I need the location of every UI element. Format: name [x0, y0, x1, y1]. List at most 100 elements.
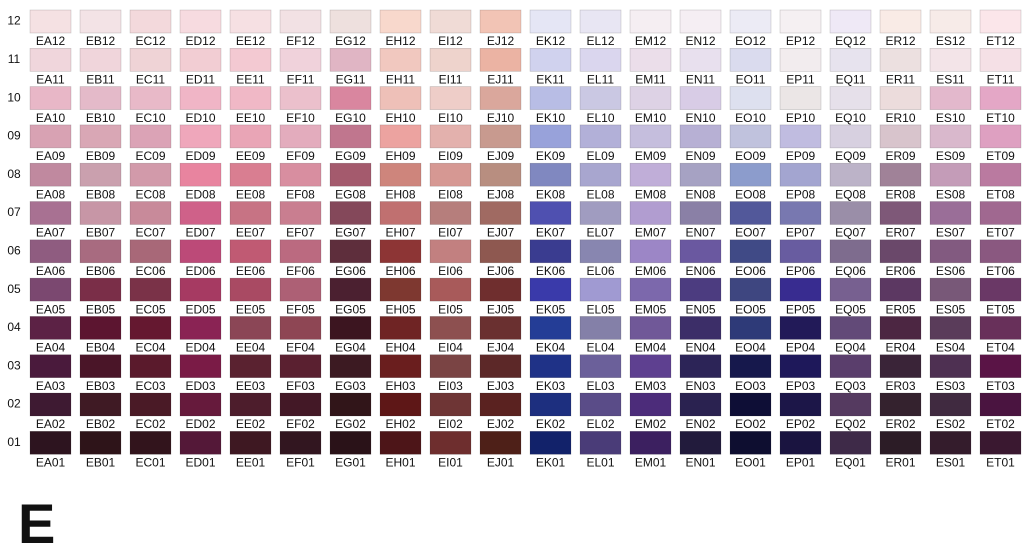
swatch-label: ET11: [987, 72, 1015, 86]
swatch-label: EI06: [438, 264, 463, 278]
swatch: [179, 277, 222, 302]
swatch-label: EH10: [385, 111, 415, 125]
swatch: [729, 124, 772, 149]
swatch-label: ES10: [936, 111, 966, 125]
swatch-label: EB09: [86, 149, 116, 163]
swatch-label: EH04: [385, 341, 415, 355]
swatch-label: EJ01: [487, 455, 515, 469]
swatch: [779, 9, 822, 34]
swatch-label: EE07: [236, 226, 266, 240]
row-label: 08: [7, 167, 21, 181]
swatch-label: EE01: [236, 455, 266, 469]
swatch: [979, 9, 1022, 34]
swatch-label: EA04: [36, 341, 66, 355]
swatch-label: ED07: [185, 226, 215, 240]
swatch: [29, 9, 72, 34]
swatch-label: EF01: [286, 455, 315, 469]
swatch: [629, 354, 672, 379]
swatch: [429, 47, 472, 72]
swatch: [229, 392, 272, 417]
swatch: [829, 316, 872, 340]
swatch-label: ET07: [986, 226, 1015, 240]
swatch: [929, 9, 972, 34]
swatch-label: EH01: [385, 455, 415, 469]
swatch: [429, 392, 472, 417]
swatch: [579, 162, 622, 187]
swatch: [879, 9, 922, 34]
swatch-label: EH06: [385, 264, 415, 278]
swatch: [129, 316, 172, 340]
swatch-label: EL12: [586, 34, 614, 48]
swatch: [29, 430, 72, 455]
swatch-label: EB05: [86, 302, 116, 316]
swatch: [79, 354, 122, 379]
swatch: [479, 392, 522, 417]
swatch: [529, 239, 572, 264]
swatch-label: EB07: [86, 226, 116, 240]
swatch: [679, 392, 722, 417]
swatch-label: EM03: [635, 379, 667, 393]
swatch: [579, 201, 622, 225]
swatch: [829, 392, 872, 417]
swatch-label: ER05: [885, 302, 915, 316]
swatch-label: ES04: [936, 341, 966, 355]
swatch-label: EL02: [586, 417, 614, 431]
swatch: [679, 9, 722, 34]
swatch: [379, 354, 422, 379]
swatch-label: EA06: [36, 264, 66, 278]
swatch-label: EJ09: [487, 149, 515, 163]
swatch-label: EM08: [635, 187, 667, 201]
swatch-label: EI08: [438, 187, 463, 201]
swatch: [829, 354, 872, 379]
swatch: [929, 124, 972, 149]
swatch: [129, 239, 172, 264]
swatch: [629, 277, 672, 302]
swatch: [29, 316, 72, 340]
swatch-label: EC07: [135, 226, 165, 240]
swatch: [579, 9, 622, 34]
swatch-label: EO03: [735, 379, 766, 393]
swatch: [279, 9, 322, 34]
swatch-label: EG04: [335, 341, 366, 355]
swatch-label: ES11: [936, 72, 965, 86]
swatch: [979, 162, 1022, 187]
swatch-label: EL07: [586, 226, 614, 240]
swatch-label: EI12: [438, 34, 463, 48]
swatch-label: EO04: [735, 341, 766, 355]
swatch: [479, 201, 522, 225]
swatch-label: EI10: [438, 111, 463, 125]
swatch-label: EN12: [685, 34, 715, 48]
swatch-label: EA03: [36, 379, 66, 393]
swatch-label: EJ04: [487, 341, 515, 355]
swatch-label: EE09: [236, 149, 266, 163]
swatch-label: EC05: [135, 302, 165, 316]
swatch: [79, 124, 122, 149]
swatch: [229, 316, 272, 340]
swatch: [579, 392, 622, 417]
swatch: [279, 316, 322, 340]
swatch-label: EH12: [385, 34, 415, 48]
swatch: [929, 162, 972, 187]
swatch-label: EM11: [635, 72, 666, 86]
swatch-label: EJ03: [487, 379, 515, 393]
swatch: [179, 201, 222, 225]
swatch-label: ER01: [885, 455, 915, 469]
swatch-label: EM02: [635, 417, 667, 431]
swatch: [829, 277, 872, 302]
swatch: [279, 277, 322, 302]
swatch-label: ER08: [885, 187, 915, 201]
swatch: [129, 9, 172, 34]
swatch: [429, 277, 472, 302]
swatch-label: EP07: [786, 226, 816, 240]
swatch: [679, 47, 722, 72]
row-label: 10: [7, 90, 21, 104]
swatch: [529, 86, 572, 110]
swatch-label: EA10: [36, 111, 66, 125]
swatch-label: EL11: [587, 72, 614, 86]
swatch-label: EB11: [86, 72, 115, 86]
swatch-label: EK10: [536, 111, 566, 125]
swatch-label: ES05: [936, 302, 966, 316]
swatch-label: EJ02: [487, 417, 515, 431]
swatch: [329, 124, 372, 149]
